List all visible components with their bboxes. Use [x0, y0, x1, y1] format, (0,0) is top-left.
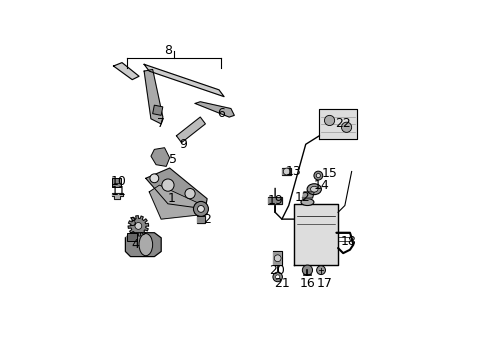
- Text: 11: 11: [110, 185, 126, 198]
- Text: 2: 2: [203, 213, 211, 226]
- Circle shape: [316, 266, 325, 275]
- Polygon shape: [113, 63, 139, 80]
- Text: 8: 8: [163, 44, 172, 57]
- Polygon shape: [128, 216, 148, 236]
- Polygon shape: [152, 105, 163, 115]
- Circle shape: [324, 115, 334, 126]
- Text: 16: 16: [299, 277, 315, 290]
- Ellipse shape: [300, 199, 313, 206]
- Text: 1: 1: [167, 192, 175, 205]
- Text: 10: 10: [110, 175, 126, 188]
- Text: 21: 21: [273, 277, 289, 290]
- Circle shape: [272, 272, 282, 282]
- Text: 18: 18: [340, 235, 355, 248]
- Text: 9: 9: [179, 138, 187, 151]
- Polygon shape: [176, 117, 205, 143]
- Polygon shape: [293, 204, 337, 265]
- Bar: [127, 233, 137, 241]
- Circle shape: [341, 122, 351, 132]
- Text: 20: 20: [268, 264, 284, 276]
- Text: 5: 5: [169, 153, 177, 166]
- Circle shape: [302, 265, 312, 275]
- Circle shape: [184, 189, 195, 199]
- Text: 22: 22: [335, 117, 350, 130]
- Circle shape: [313, 171, 322, 180]
- Circle shape: [162, 179, 174, 191]
- Polygon shape: [151, 148, 169, 166]
- Text: 19: 19: [267, 194, 283, 207]
- Circle shape: [193, 202, 208, 216]
- Polygon shape: [197, 216, 205, 222]
- Text: 4: 4: [131, 238, 139, 251]
- Polygon shape: [319, 109, 356, 139]
- Text: 15: 15: [321, 167, 337, 180]
- Ellipse shape: [139, 234, 152, 256]
- Text: 17: 17: [316, 277, 332, 290]
- Polygon shape: [125, 233, 161, 257]
- Polygon shape: [145, 168, 206, 209]
- Ellipse shape: [306, 184, 321, 195]
- Polygon shape: [149, 185, 206, 219]
- Polygon shape: [282, 168, 291, 175]
- Text: 3: 3: [128, 216, 136, 229]
- Polygon shape: [195, 102, 234, 117]
- Polygon shape: [302, 192, 314, 198]
- Text: 7: 7: [157, 117, 165, 130]
- Text: 14: 14: [312, 179, 328, 192]
- Polygon shape: [112, 193, 122, 199]
- Polygon shape: [144, 69, 163, 124]
- Text: 12: 12: [294, 190, 309, 203]
- Circle shape: [150, 174, 159, 183]
- Circle shape: [275, 275, 279, 279]
- Circle shape: [274, 255, 281, 262]
- Text: 6: 6: [216, 107, 224, 120]
- Circle shape: [197, 206, 204, 212]
- Polygon shape: [144, 64, 224, 96]
- Circle shape: [316, 174, 320, 177]
- Ellipse shape: [310, 186, 317, 192]
- Circle shape: [135, 222, 142, 229]
- Text: 13: 13: [285, 165, 301, 178]
- Polygon shape: [273, 251, 282, 265]
- Bar: [112, 178, 121, 187]
- Circle shape: [283, 168, 289, 175]
- Polygon shape: [268, 197, 282, 204]
